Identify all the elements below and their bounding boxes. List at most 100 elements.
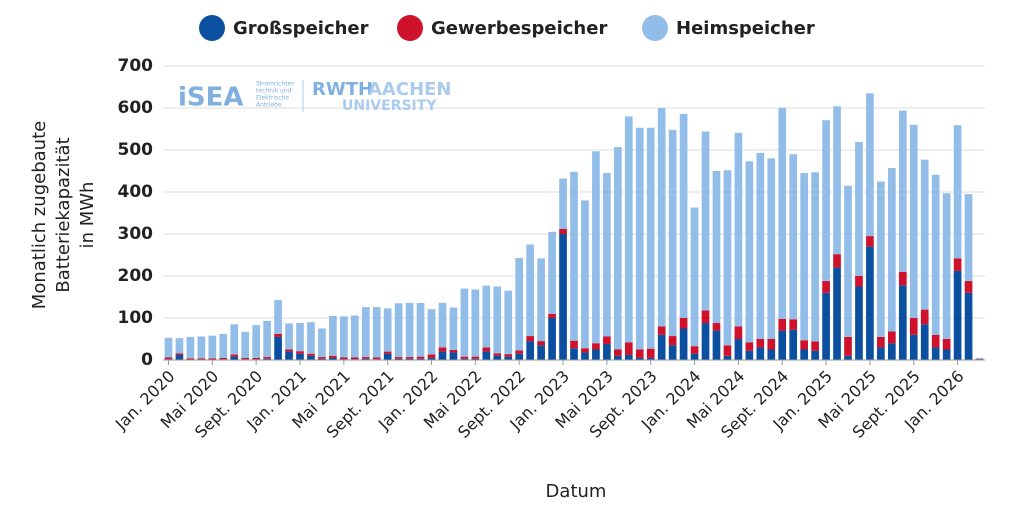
bar-segment	[942, 339, 951, 350]
bar-segment	[734, 132, 743, 327]
bar-segment	[909, 318, 918, 335]
bar-segment	[416, 302, 425, 357]
bar-segment	[383, 351, 392, 354]
bar-segment	[361, 357, 370, 359]
bar-segment	[723, 170, 732, 346]
bar-segment	[548, 318, 556, 360]
bar-segment	[372, 357, 381, 360]
bar-segment	[811, 341, 819, 351]
bar-segment	[844, 336, 852, 356]
legend-label: Großspeicher	[233, 18, 369, 39]
bar-segment	[756, 347, 765, 360]
bar-segment	[844, 185, 852, 337]
bar-segment	[723, 355, 732, 360]
bar-segment	[712, 171, 721, 324]
bar-segment	[329, 315, 337, 356]
bar-segment	[756, 152, 765, 339]
legend-swatch	[642, 15, 668, 41]
bar-segment	[340, 357, 348, 360]
bar-segment	[679, 328, 688, 360]
bar-segment	[230, 324, 239, 355]
bar-segment	[537, 258, 545, 342]
bar-segment	[624, 116, 633, 343]
bar-segment	[920, 159, 929, 310]
bar-segment	[208, 358, 217, 360]
bar-segment	[460, 288, 469, 357]
bar-segment	[811, 350, 819, 360]
bar-segment	[909, 124, 918, 318]
bar-segment	[778, 330, 787, 360]
logo-text: Elektrische	[256, 95, 289, 102]
bar-segment	[285, 351, 293, 360]
bar-segment	[756, 339, 765, 348]
bar-segment	[592, 343, 600, 350]
y-tick-label: 700	[118, 56, 154, 76]
bar-segment	[307, 353, 315, 356]
logo-text: Stromrichter-	[256, 81, 296, 88]
bar-segment	[614, 355, 622, 360]
bar-segment	[383, 308, 392, 352]
bar-segment	[515, 257, 524, 351]
bar-segment	[942, 349, 951, 360]
bar-segment	[800, 349, 808, 360]
bar-segment	[877, 181, 885, 337]
bar-segment	[789, 154, 798, 320]
bar-segment	[833, 106, 841, 255]
logo-text: UNIVERSITY	[342, 98, 437, 114]
bar-segment	[285, 323, 293, 350]
bar-segment	[800, 173, 808, 341]
bar-segment	[350, 357, 359, 360]
bar-segment	[515, 353, 524, 360]
bar-segment	[953, 270, 962, 360]
bar-segment	[701, 310, 710, 324]
y-tick-label: 400	[118, 182, 154, 202]
bar-segment	[888, 331, 896, 344]
bar-segment	[712, 330, 721, 360]
legend-swatch	[199, 15, 225, 41]
bar-segment	[888, 168, 896, 332]
bar-segment	[482, 351, 491, 360]
bar-segment	[559, 234, 567, 360]
bar-segment	[186, 358, 195, 360]
logo-text: RWTH	[312, 79, 373, 100]
bar-segment	[690, 353, 699, 360]
bar-segment	[175, 354, 184, 360]
bar-segment	[383, 353, 392, 360]
bar-segment	[898, 271, 907, 286]
bar-segment	[394, 303, 403, 358]
bar-segment	[866, 93, 874, 237]
bar-segment	[614, 349, 622, 356]
bar-segment	[866, 236, 874, 247]
bar-segment	[877, 347, 885, 360]
bar-segment	[449, 349, 458, 353]
legend-swatch	[397, 15, 423, 41]
bar-segment	[909, 334, 918, 360]
bar-segment	[778, 108, 787, 319]
bar-segment	[175, 338, 184, 354]
bar-segment	[635, 357, 644, 360]
bar-segment	[361, 358, 370, 360]
bar-segment	[592, 151, 600, 344]
bar-segment	[164, 337, 173, 358]
bar-segment	[679, 318, 688, 329]
bar-segment	[570, 171, 578, 341]
bar-segment	[230, 356, 239, 360]
bar-segment	[307, 355, 315, 360]
y-tick-label: 200	[118, 266, 154, 286]
y-tick-label: 500	[118, 140, 154, 160]
bar-segment	[175, 353, 184, 355]
bar-segment	[296, 351, 304, 354]
logo-text: AACHEN	[368, 79, 452, 100]
bar-segment	[471, 289, 480, 357]
bar-segment	[767, 158, 776, 339]
bar-segment	[493, 353, 502, 356]
bar-segment	[329, 357, 337, 360]
bar-segment	[340, 316, 348, 358]
bar-segment	[822, 120, 830, 282]
bar-segment	[767, 349, 776, 360]
bar-segment	[581, 200, 589, 349]
bar-segment	[778, 318, 787, 331]
bar-segment	[866, 246, 874, 360]
bar-segment	[898, 110, 907, 272]
bar-segment	[745, 161, 754, 343]
